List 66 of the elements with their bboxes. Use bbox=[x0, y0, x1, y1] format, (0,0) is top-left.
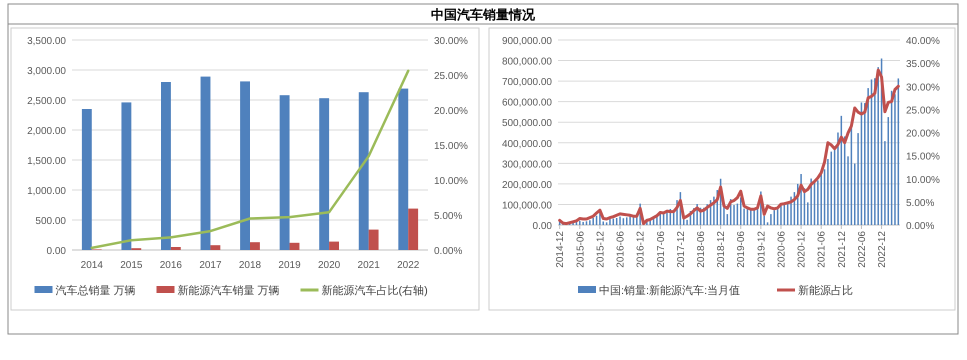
legend-label: 新能源汽车销量 万辆 bbox=[178, 284, 280, 297]
y2-tick-label: 0.00% bbox=[906, 221, 934, 232]
y-tick-label: 500.00 bbox=[35, 216, 66, 227]
y2-tick-label: 35.00% bbox=[906, 59, 940, 70]
x-tick-label: 2016 bbox=[160, 260, 182, 271]
x-tick-label: 2014 bbox=[80, 260, 104, 271]
x-tick-label: 2022 bbox=[397, 260, 420, 271]
x-tick-label: 2018 bbox=[238, 260, 262, 271]
y2-tick-label: 20.00% bbox=[906, 128, 940, 140]
legend-label: 新能源占比 bbox=[798, 284, 853, 297]
y2-tick-label: 10.00% bbox=[906, 174, 940, 186]
y2-tick-label: 25.00% bbox=[434, 71, 468, 82]
x-tick-label: 2015 bbox=[120, 260, 143, 271]
y2-tick-label: 25.00% bbox=[906, 105, 940, 116]
y2-tick-label: 10.00% bbox=[434, 176, 468, 187]
y-tick-label: 0.00 bbox=[46, 246, 66, 257]
y2-tick-label: 5.00% bbox=[906, 198, 934, 209]
y-tick-label: 2,500.00 bbox=[27, 96, 66, 107]
x-tick-label: 2022-12 bbox=[877, 230, 888, 268]
y-tick-label: 500,000.00 bbox=[502, 118, 552, 130]
text: 中国汽车销量情况 bbox=[431, 7, 536, 22]
x-tick-label: 2017-06 bbox=[656, 230, 667, 268]
x-tick-label: 2015-12 bbox=[595, 230, 606, 268]
x-tick-label: 2017-12 bbox=[676, 230, 687, 268]
x-tick-label: 2020 bbox=[318, 260, 341, 271]
x-tick-label: 2020-06 bbox=[776, 230, 788, 268]
legend-label: 新能源汽车占比(右轴) bbox=[322, 284, 428, 297]
legend-label: 汽车总销量 万辆 bbox=[56, 284, 136, 297]
x-tick-label: 2016-12 bbox=[636, 230, 647, 268]
y-tick-label: 700,000.00 bbox=[502, 77, 552, 88]
x-tick-label: 2017 bbox=[199, 260, 222, 271]
y-tick-label: 200,000.00 bbox=[502, 180, 552, 191]
y-tick-label: 900,000.00 bbox=[502, 36, 552, 47]
x-tick-label: 2021 bbox=[358, 260, 380, 271]
y-tick-label: 3,500.00 bbox=[27, 36, 66, 47]
y2-tick-label: 20.00% bbox=[434, 106, 468, 117]
y-tick-label: 0.00 bbox=[532, 221, 552, 232]
x-tick-label: 2018-06 bbox=[696, 230, 707, 268]
y-tick-label: 100,000.00 bbox=[502, 200, 552, 212]
y-tick-label: 2,000.00 bbox=[27, 126, 66, 137]
y2-tick-label: 30.00% bbox=[434, 36, 468, 47]
x-tick-label: 2019-12 bbox=[756, 230, 768, 268]
x-tick-label: 2022-06 bbox=[856, 230, 868, 268]
y-tick-label: 600,000.00 bbox=[502, 98, 552, 109]
x-tick-label: 2020-12 bbox=[796, 230, 808, 268]
y-tick-label: 800,000.00 bbox=[502, 56, 552, 68]
y-tick-label: 1,000.00 bbox=[27, 186, 66, 197]
x-tick-label: 2021-06 bbox=[816, 230, 828, 268]
x-tick-label: 2019-06 bbox=[736, 230, 748, 268]
legend-label: 中国:销量:新能源汽车:当月值 bbox=[599, 284, 740, 297]
x-tick-label: 2014-12 bbox=[555, 230, 566, 268]
y-tick-label: 1,500.00 bbox=[27, 156, 66, 167]
x-tick-label: 2016-06 bbox=[616, 230, 627, 268]
y2-tick-label: 0.00% bbox=[434, 246, 462, 257]
y-tick-label: 400,000.00 bbox=[502, 138, 552, 150]
y2-tick-label: 15.00% bbox=[434, 141, 468, 152]
y2-tick-label: 30.00% bbox=[906, 82, 940, 94]
x-tick-label: 2021-12 bbox=[836, 230, 848, 268]
y2-tick-label: 40.00% bbox=[906, 36, 940, 47]
y-tick-label: 3,000.00 bbox=[27, 66, 66, 77]
x-tick-label: 2019 bbox=[278, 260, 302, 271]
y-tick-label: 300,000.00 bbox=[502, 159, 552, 170]
x-tick-label: 2018-12 bbox=[716, 230, 728, 268]
y2-tick-label: 5.00% bbox=[434, 211, 462, 222]
x-tick-label: 2015-06 bbox=[575, 230, 586, 268]
y2-tick-label: 15.00% bbox=[906, 152, 940, 163]
